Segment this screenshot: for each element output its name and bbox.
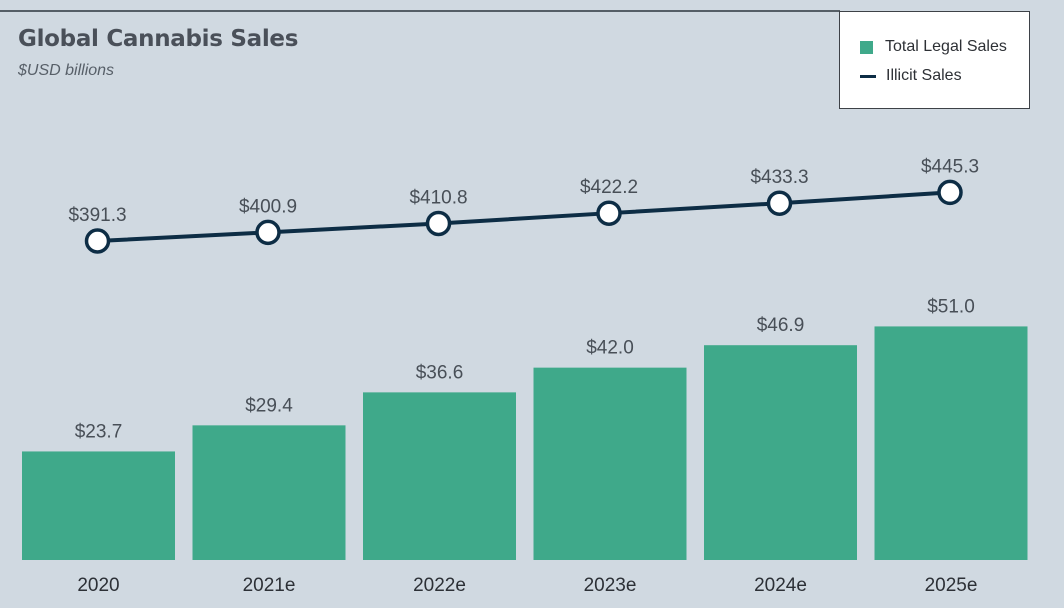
line-value-label: $410.8	[409, 187, 467, 208]
legend-swatch-line	[860, 74, 876, 78]
legend-swatch-bar	[860, 40, 873, 54]
line-value-label: $422.2	[580, 177, 638, 198]
bar-value-label: $51.0	[927, 296, 975, 317]
legend-label-illicit-sales: Illicit Sales	[886, 67, 962, 84]
bar-value-label: $23.7	[75, 421, 123, 442]
legend-label-total-legal-sales: Total Legal Sales	[885, 38, 1007, 55]
bar-2021e	[192, 425, 346, 560]
line-point	[766, 190, 793, 216]
bar-value-label: $42.0	[586, 338, 634, 359]
line-point	[255, 219, 281, 246]
illicit-sales-line	[97, 190, 951, 243]
legend-item-total-legal-sales: Total Legal Sales	[860, 38, 1007, 56]
x-tick-label: 2020	[77, 575, 119, 596]
chart-subtitle: $USD billions	[18, 62, 115, 79]
bar-2020	[22, 451, 175, 560]
bar-value-label: $36.6	[416, 362, 464, 383]
line-value-label: $391.3	[68, 205, 126, 226]
line-point	[84, 228, 111, 254]
x-tick-label: 2024e	[754, 575, 807, 596]
x-tick-label: 2021e	[243, 575, 296, 596]
bar-value-label: $46.9	[757, 315, 805, 336]
bar-value-label: $29.4	[245, 395, 293, 416]
line-value-label: $433.3	[750, 167, 808, 188]
x-tick-label: 2022e	[413, 575, 466, 596]
line-point	[937, 179, 963, 206]
x-tick-label: 2023e	[584, 575, 637, 596]
bar-2024e	[704, 345, 857, 560]
x-tick-label: 2025e	[925, 575, 978, 596]
legend-item-illicit-sales: Illicit Sales	[860, 67, 962, 85]
legend: Total Legal Sales Illicit Sales	[839, 11, 1030, 109]
line-value-label: $400.9	[239, 196, 297, 217]
line-point	[596, 200, 622, 226]
bar-2025e	[874, 326, 1028, 560]
line-point	[425, 210, 452, 237]
bar-2022e	[363, 392, 516, 560]
bar-2023e	[533, 367, 687, 560]
top-rule	[0, 10, 840, 12]
chart-title: Global Cannabis Sales	[18, 26, 299, 52]
line-value-label: $445.3	[921, 156, 979, 177]
